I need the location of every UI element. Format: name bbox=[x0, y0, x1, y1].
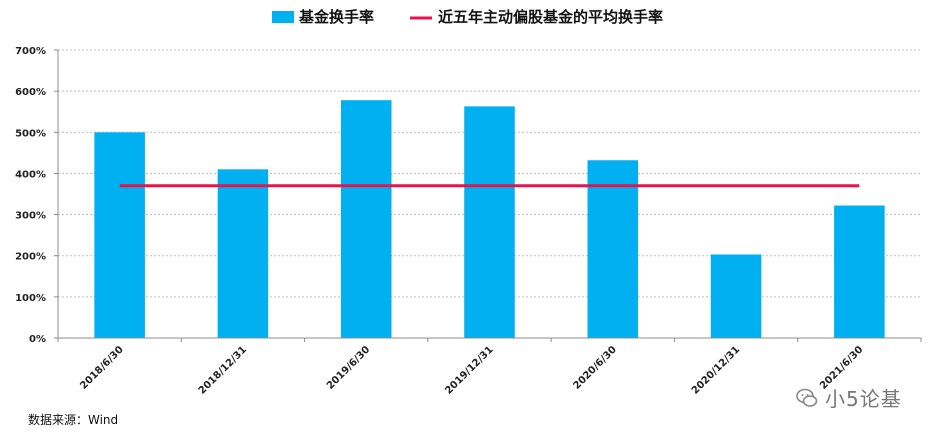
bar bbox=[340, 100, 392, 339]
x-tick-label: 2019/6/30 bbox=[325, 344, 372, 391]
watermark-text: 小5论基 bbox=[825, 387, 902, 411]
legend-label-bar: 基金换手率 bbox=[298, 8, 374, 26]
x-tick-label: 2018/12/31 bbox=[197, 344, 249, 396]
legend-label-line: 近五年主动偏股基金的平均换手率 bbox=[438, 8, 663, 26]
y-tick-label: 300% bbox=[15, 211, 46, 222]
source-note: 数据来源：Wind bbox=[28, 413, 119, 427]
bar bbox=[834, 205, 885, 338]
watermark: 小5论基 bbox=[795, 383, 902, 412]
wechat-icon bbox=[796, 388, 818, 407]
bar bbox=[464, 106, 515, 338]
x-tick-label: 2019/12/31 bbox=[443, 344, 495, 396]
bar bbox=[587, 160, 639, 338]
legend-swatch-bar bbox=[272, 11, 294, 23]
bars bbox=[94, 100, 885, 339]
y-axis-ticks: 0% 100% 200% 300% 400% 500% 600% 700% bbox=[15, 46, 46, 345]
y-tick-label: 700% bbox=[15, 46, 46, 57]
y-tick-label: 600% bbox=[15, 87, 46, 98]
bar bbox=[94, 132, 145, 338]
y-tick-label: 400% bbox=[15, 169, 46, 180]
bar bbox=[710, 254, 762, 338]
x-axis-ticks: 2018/6/30 2018/12/31 2019/6/30 2019/12/31 20… bbox=[78, 344, 865, 396]
bar bbox=[217, 169, 269, 338]
x-tick-label: 2020/6/30 bbox=[572, 344, 619, 391]
x-tick-label: 2018/6/30 bbox=[78, 344, 125, 391]
y-tick-label: 200% bbox=[15, 252, 46, 263]
y-tick-label: 500% bbox=[15, 128, 46, 139]
x-tick-label: 2020/12/31 bbox=[690, 344, 742, 396]
legend: 基金换手率 近五年主动偏股基金的平均换手率 bbox=[272, 8, 663, 26]
y-tick-label: 100% bbox=[15, 293, 46, 304]
axes bbox=[54, 49, 922, 342]
y-tick-label: 0% bbox=[29, 334, 46, 345]
